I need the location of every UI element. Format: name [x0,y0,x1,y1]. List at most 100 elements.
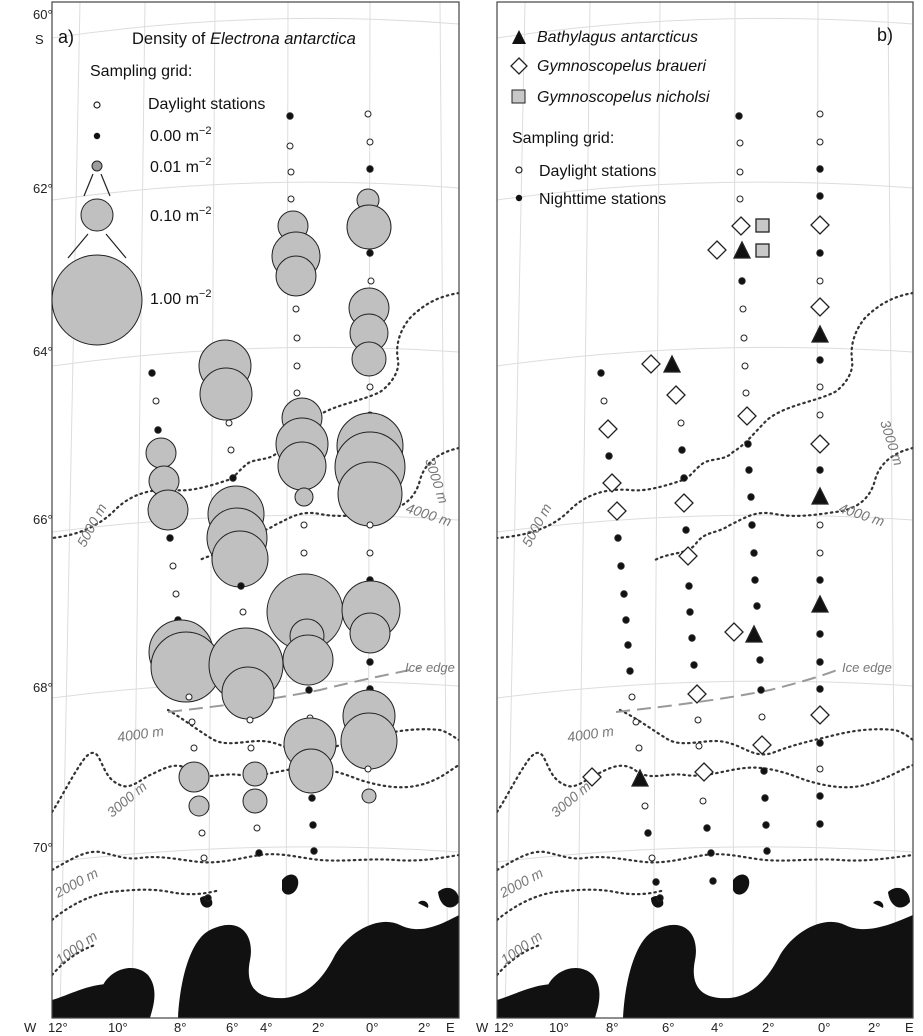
isobath-label-4000-b: 4000 m [837,500,887,530]
isobaths-b [497,291,913,977]
station-density-bubble [199,367,253,421]
lat-label-66: 66° [33,512,53,527]
station-density-bubble [340,712,398,770]
station-day [366,549,374,557]
station-day [200,854,208,862]
legend-b-species-bathylagus: Bathylagus antarcticus [537,29,698,46]
station-density-bubble [242,788,268,814]
braueri-marker [607,501,627,521]
station-night [148,369,156,377]
station-density-bubble [351,341,387,377]
station-night [310,847,318,855]
lon-label-2e-a: 2° [418,1020,430,1035]
station-night [309,821,317,829]
braueri-marker [707,240,727,260]
lon-label-2-a: 2° [312,1020,324,1035]
station-day [253,824,261,832]
isobath-label-3000-b: 3000 m [877,418,907,468]
station-density-bubble [275,255,317,297]
isobath-label-3000b-b: 3000 m [548,778,594,820]
station-night [237,582,245,590]
station-night [305,686,313,694]
isobath-label-1000-a: 1000 m [53,927,101,967]
ice-edge-label-a: Ice edge [405,660,455,675]
station-density-bubble [242,761,268,787]
legend-a-density-0-label: 0.00 m−2 [150,125,211,145]
station-day [366,383,374,391]
braueri-marker [641,354,661,374]
legend-a-density-010-symbol [80,198,114,232]
lat-hemisphere-label: S [35,32,44,47]
legend-b-daylight-label: Daylight stations [539,163,656,180]
braueri-marker [731,216,751,236]
station-night [308,794,316,802]
species-markers-b [582,215,830,787]
nicholsi-marker [755,218,770,233]
braueri-marker [602,473,622,493]
lon-label-0-b: 0° [818,1020,830,1035]
panel-a-frame [51,1,460,1019]
braueri-marker [694,762,714,782]
legend-b-diamond-symbol [510,57,528,75]
isobath-label-5000-a: 5000 m [74,500,110,549]
station-density-bubble [188,795,210,817]
lon-label-6-b: 6° [662,1020,674,1035]
station-density-bubble [277,441,327,491]
station-day [152,397,160,405]
station-density-bubble [349,612,391,654]
braueri-marker [810,705,830,725]
panel-a-title: Density of Electrona antarctica [132,30,356,48]
braueri-marker [810,297,830,317]
lon-label-8-a: 8° [174,1020,186,1035]
lat-label-60: 60° [33,7,53,22]
station-day [293,362,301,370]
bathylagus-marker [630,768,650,787]
station-night [286,112,294,120]
braueri-marker [810,215,830,235]
braueri-marker [598,419,618,439]
station-day [287,168,295,176]
lon-label-10-b: 10° [549,1020,569,1035]
bathylagus-marker [810,324,830,343]
station-density-bubble [346,204,392,250]
legend-a-scale-line [100,173,111,197]
lon-west-label-b: W [476,1020,489,1035]
braueri-marker [752,735,772,755]
lon-label-4-a: 4° [260,1020,272,1035]
station-density-bubble [211,530,269,588]
isobath-label-3000-a: 3000 m [422,456,452,506]
station-density-bubble [178,761,210,793]
lon-label-4-b: 4° [711,1020,723,1035]
legend-b-daylight-symbol [515,166,523,174]
station-density-bubble [337,461,403,527]
braueri-marker [582,767,602,787]
ice-edge-line-b [615,667,843,713]
bathylagus-marker [810,486,830,505]
legend-b-species-braueri: Gymnoscopelus braueri [537,58,706,75]
station-day [286,142,294,150]
braueri-marker [724,622,744,642]
bathylagus-marker [744,624,764,643]
station-day [188,718,196,726]
lat-label-68: 68° [33,680,53,695]
legend-b-night-label: Nighttime stations [539,191,666,208]
legend-a-density-100-label: 1.00 m−2 [150,288,211,308]
station-night [366,249,374,257]
station-night [255,849,263,857]
station-day [366,521,374,529]
braueri-marker [666,385,686,405]
station-night [154,426,162,434]
ice-edge-label-b: Ice edge [842,660,892,675]
station-day [198,829,206,837]
station-day [292,305,300,313]
station-density-bubble [282,634,334,686]
lon-east-label-a: E [446,1020,455,1035]
isobath-label-2000-a: 2000 m [51,864,101,901]
station-density-bubble [361,788,377,804]
lon-label-12-b: 12° [494,1020,514,1035]
lon-label-10-a: 10° [108,1020,128,1035]
station-night [366,658,374,666]
lon-label-8-b: 8° [606,1020,618,1035]
station-day [364,110,372,118]
